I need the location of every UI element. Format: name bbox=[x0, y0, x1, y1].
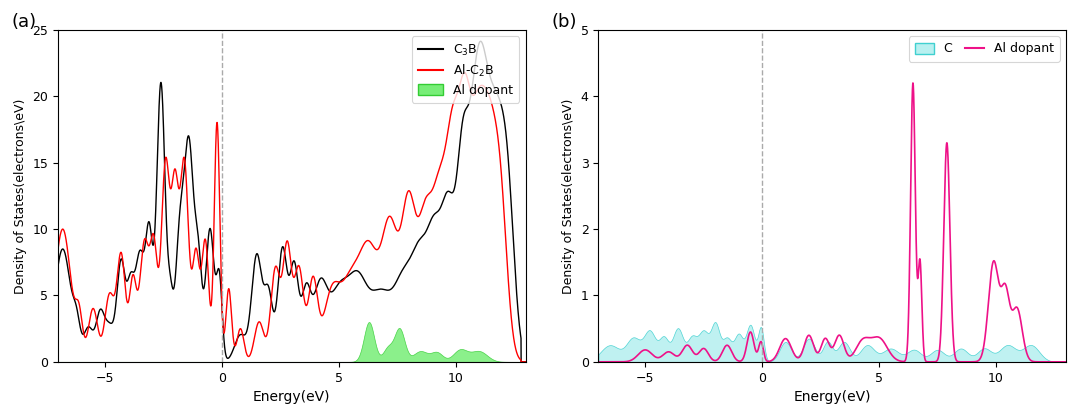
Y-axis label: Density of States(electrons\eV): Density of States(electrons\eV) bbox=[14, 98, 27, 293]
X-axis label: Energy(eV): Energy(eV) bbox=[794, 390, 872, 404]
X-axis label: Energy(eV): Energy(eV) bbox=[253, 390, 330, 404]
Legend: C, Al dopant: C, Al dopant bbox=[908, 36, 1059, 62]
Text: (b): (b) bbox=[552, 13, 577, 31]
Legend: C$_3$B, Al-C$_2$B, Al dopant: C$_3$B, Al-C$_2$B, Al dopant bbox=[411, 36, 519, 103]
Text: (a): (a) bbox=[11, 13, 37, 31]
Y-axis label: Density of States(electrons\eV): Density of States(electrons\eV) bbox=[563, 98, 576, 293]
